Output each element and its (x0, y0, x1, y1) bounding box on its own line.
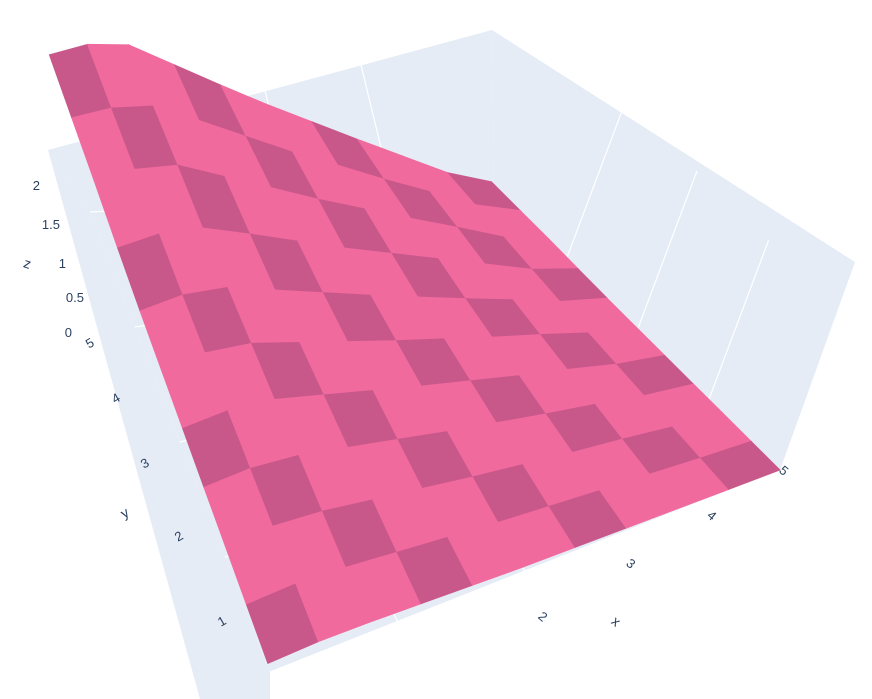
x-tick-label: 3 (623, 555, 638, 571)
grid-line (707, 240, 770, 401)
z-tick-label: 1.5 (42, 217, 60, 232)
z-tick-label: 0 (65, 325, 72, 340)
y-tick-label: 5 (83, 335, 97, 352)
z-axis-title: z (22, 255, 34, 272)
surface-cell (700, 440, 781, 490)
grid-line (269, 469, 781, 673)
x-tick-label: 4 (704, 507, 719, 523)
z-tick-label: 2 (33, 178, 40, 193)
z-axis-ticks: 0 0.5 1 1.5 2 (33, 178, 84, 340)
y-axis-title: y (117, 504, 131, 521)
z-tick-label: 0.5 (66, 290, 84, 305)
right-wall-plane (492, 30, 855, 470)
grid-line (564, 101, 627, 262)
z-tick-label: 1 (59, 256, 66, 271)
grid-line (636, 170, 698, 332)
x-tick-label: 2 (535, 608, 550, 624)
left-wall-plane (48, 150, 270, 699)
x-axis-title: x (608, 613, 624, 630)
surface-mesh[interactable] (48, 43, 781, 665)
